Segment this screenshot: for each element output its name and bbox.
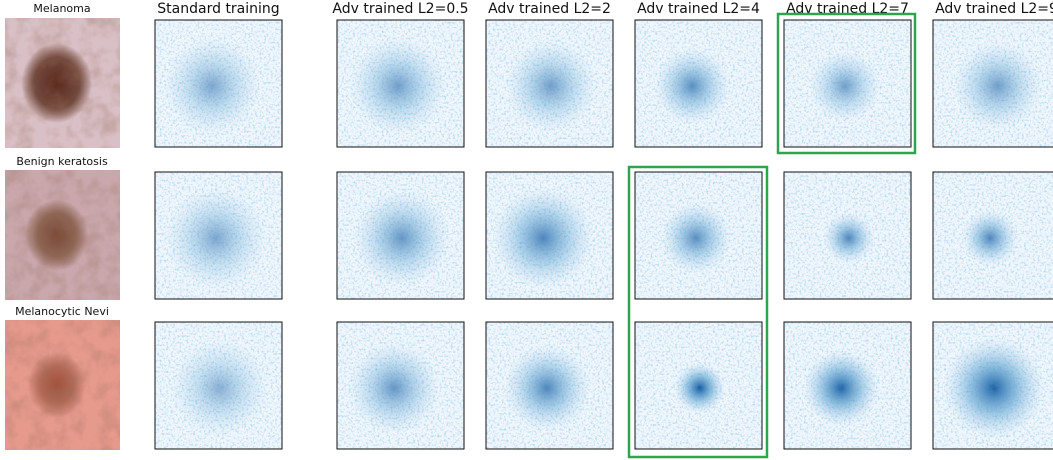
highlight-box [776,12,917,155]
saliency-frame [336,19,465,148]
saliency-frame [932,321,1053,450]
saliency-noise [784,20,911,147]
saliency-frame [634,321,763,450]
skin-texture [5,18,120,148]
skin-texture [5,170,120,300]
saliency-frame [783,19,912,148]
column-header: Adv trained L2=0.5 [332,1,468,17]
saliency-frame [634,171,763,300]
column-header: Adv trained L2=2 [488,1,611,17]
saliency-noise [933,20,1053,147]
highlight-box [627,165,769,459]
column-header: Standard training [157,1,279,17]
column-header: Adv trained L2=4 [637,1,760,17]
saliency-frame [336,171,465,300]
saliency-frame [154,171,283,300]
column-header: Adv trained L2=9 [935,1,1053,17]
saliency-noise [337,172,464,299]
saliency-noise [486,172,613,299]
saliency-noise [635,322,762,449]
saliency-noise [337,322,464,449]
saliency-noise [933,172,1053,299]
saliency-frame [932,171,1053,300]
saliency-noise [337,20,464,147]
saliency-frame [634,19,763,148]
saliency-noise [155,322,282,449]
saliency-noise [784,322,911,449]
saliency-frame [783,171,912,300]
saliency-frame [154,19,283,148]
saliency-noise [933,322,1053,449]
saliency-noise [635,172,762,299]
row-label: Melanoma [33,2,90,15]
saliency-frame [932,19,1053,148]
saliency-frame [485,19,614,148]
saliency-frame [336,321,465,450]
saliency-noise [635,20,762,147]
row-label: Melanocytic Nevi [15,305,109,318]
saliency-noise [784,172,911,299]
saliency-noise [155,20,282,147]
saliency-noise [486,20,613,147]
skin-texture [5,320,120,450]
saliency-noise [155,172,282,299]
saliency-frame [783,321,912,450]
saliency-noise [486,322,613,449]
saliency-frame [485,171,614,300]
saliency-frame [154,321,283,450]
row-label: Benign keratosis [16,155,108,168]
saliency-frame [485,321,614,450]
